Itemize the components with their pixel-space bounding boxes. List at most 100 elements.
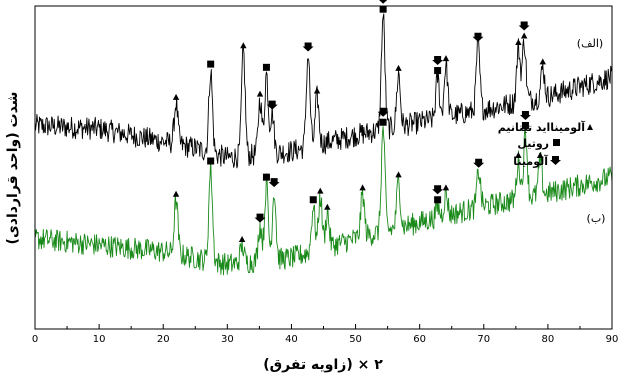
peak-marker [473,158,485,168]
peak-marker [262,173,270,181]
legend: آلومینااید تیتانیم روتیل آلومینا [498,120,593,168]
triangle-marker-icon [172,190,180,197]
x-tick-label: 90 [606,334,619,345]
peak-marker [395,64,402,71]
peak-marker [207,157,215,165]
triangle-marker-icon [395,64,402,71]
arrow-down-marker-icon [432,56,444,66]
arrow-down-marker-icon [268,178,280,188]
square-marker-icon [521,121,529,129]
peak-marker [256,90,264,97]
arrow-down-marker-icon [550,156,561,165]
square-marker-icon [379,118,387,126]
legend-entry-rutile: روتیل [517,137,560,150]
series-line-a [34,13,613,169]
peak-marker [238,236,246,243]
x-tick-label: 0 [32,334,38,345]
arrow-down-marker-icon [302,42,314,52]
peak-marker [262,63,270,71]
peak-marker [266,100,278,110]
arrow-down-marker-icon [377,107,389,117]
triangle-marker-icon [172,93,180,100]
square-marker-icon [262,173,270,181]
legend-entry-alumina: آلومینا [513,154,561,168]
peak-marker [302,42,314,52]
peak-marker [515,152,522,159]
peak-marker [313,87,321,94]
triangle-marker-icon [240,42,247,49]
triangle-marker-icon [238,236,246,243]
peak-marker [268,178,280,188]
peak-marker [254,213,266,223]
arrow-down-marker-icon [472,32,484,42]
peak-marker [379,0,388,13]
square-marker-icon [207,157,215,165]
arrow-down-marker-icon [473,158,485,168]
y-axis-title: شدت (واحد قراردادی) [5,92,21,245]
triangle-marker-icon [442,55,450,62]
triangle-marker-icon [536,152,544,159]
triangle-marker-icon [324,203,331,210]
x-tick-label: 80 [542,334,555,345]
peak-marker [324,203,331,210]
triangle-marker-icon [442,184,450,191]
phase-markers [172,0,546,243]
x-axis-ticks: 0 10 20 30 40 50 60 70 80 90 [32,324,619,345]
x-tick-label: 10 [93,334,106,345]
square-marker-icon [434,196,442,204]
peak-marker [442,55,450,62]
triangle-marker-icon [587,124,593,130]
x-tick-label: 40 [285,334,298,345]
arrow-down-marker-icon [519,110,531,120]
triangle-marker-icon [539,58,546,65]
x-tick-label: 50 [349,334,362,345]
square-marker-icon [434,67,442,75]
legend-entry-titanium-aluminide: آلومینااید تیتانیم [498,120,593,134]
peak-marker [377,107,389,126]
peak-marker [536,152,544,159]
legend-label: آلومینااید تیتانیم [498,120,586,134]
x-tick-label: 30 [221,334,234,345]
series-label-b: (ب) [587,212,606,225]
square-marker-icon [207,60,215,68]
arrow-down-marker-icon [432,185,444,195]
x-tick-label: 60 [413,334,426,345]
arrow-down-marker-icon [266,100,278,110]
peak-marker [240,42,247,49]
peak-marker [432,185,444,204]
triangle-marker-icon [515,152,522,159]
peak-marker [472,32,484,42]
square-marker-icon [379,5,387,13]
triangle-marker-icon [359,184,366,191]
arrow-down-marker-icon [254,213,266,223]
peak-marker [207,60,215,68]
peak-marker [359,184,366,191]
peak-marker [317,187,324,194]
triangle-marker-icon [256,90,264,97]
peak-marker [518,21,530,39]
peak-marker [172,93,180,100]
peak-marker [309,196,317,204]
peak-marker [172,190,180,197]
peak-marker [515,38,522,45]
series-line-b [34,125,613,276]
arrow-down-marker-icon [518,21,530,31]
triangle-marker-icon [317,187,324,194]
square-marker-icon [553,139,560,146]
triangle-marker-icon [313,87,321,94]
triangle-marker-icon [515,38,522,45]
triangle-marker-icon [395,171,402,178]
legend-label: روتیل [517,137,549,150]
traces [34,13,613,276]
legend-label: آلومینا [513,154,548,168]
peak-marker [432,56,444,75]
triangle-marker-icon [520,32,528,39]
peak-marker [442,184,450,191]
x-tick-label: 70 [477,334,490,345]
x-axis-title: ۲ × (زاویه تفرق) [263,357,383,373]
arrow-down-marker-icon [379,0,388,4]
square-marker-icon [262,63,270,71]
peak-marker [395,171,402,178]
peak-marker [519,110,531,129]
